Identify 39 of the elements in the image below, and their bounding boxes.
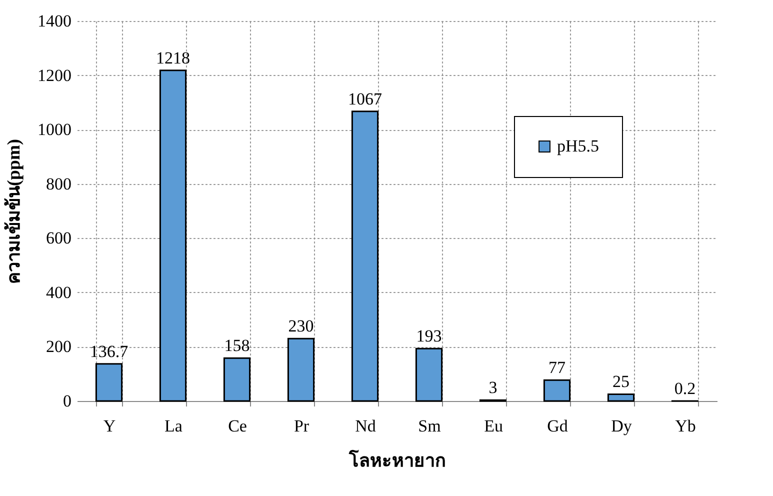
legend-label: pH5.5 (557, 136, 600, 156)
bar (607, 393, 635, 402)
x-tick-label: Dy (611, 416, 632, 436)
bar (351, 110, 379, 402)
y-tick-label: 200 (46, 337, 72, 356)
data-label: 3 (488, 378, 498, 398)
y-axis-title: ความเข้มข้น(ppm) (4, 138, 24, 284)
y-tick-label: 1400 (38, 12, 72, 30)
y-tick-label: 0 (63, 392, 72, 410)
x-tick-label: Y (103, 416, 116, 436)
bar (543, 379, 571, 402)
y-tick-label: 1200 (38, 66, 72, 85)
bar (287, 338, 315, 402)
bar (223, 357, 251, 402)
x-tick-label: Nd (355, 416, 376, 436)
x-tick-label: Ce (228, 416, 247, 436)
data-label: 136.7 (90, 342, 129, 361)
y-tick-label: 600 (46, 228, 72, 248)
x-tick-label: La (164, 416, 183, 436)
data-label: 25 (612, 372, 630, 392)
x-tick-label: Pr (294, 416, 310, 436)
x-tick-label: Eu (484, 416, 504, 436)
data-label: 230 (288, 316, 314, 336)
data-label: 0.2 (674, 378, 696, 398)
data-label: 158 (224, 336, 250, 356)
x-tick-label: Sm (418, 416, 441, 436)
data-label: 1218 (156, 48, 190, 68)
data-label: 77 (548, 358, 566, 378)
x-tick-label: Yb (675, 416, 696, 436)
bar (415, 348, 443, 402)
bar (159, 70, 187, 402)
y-tick-label: 800 (46, 174, 72, 194)
x-tick-label: Gd (547, 416, 568, 436)
y-tick-label: 400 (46, 282, 72, 302)
data-label: 193 (416, 326, 442, 346)
x-axis-title: โลหะหายาก (348, 450, 446, 470)
data-label: 1067 (348, 89, 382, 108)
bar (95, 363, 123, 402)
y-tick-label: 1000 (38, 120, 72, 140)
